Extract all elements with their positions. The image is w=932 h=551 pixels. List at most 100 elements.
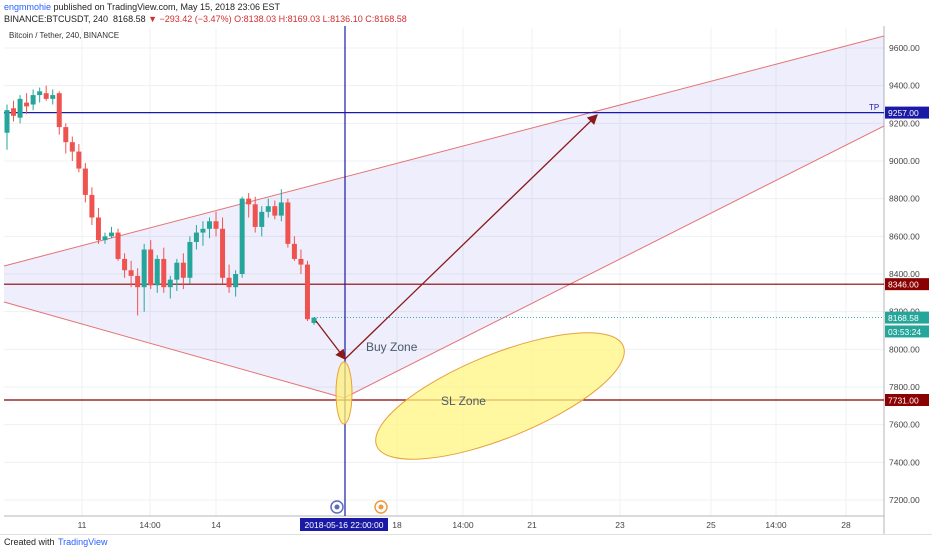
price-label-box: [885, 278, 929, 291]
candle-body: [200, 228, 206, 233]
price-label-box: [885, 325, 929, 338]
publish-info: published on TradingView.com, May 15, 20…: [51, 2, 281, 12]
buy-zone-label: Buy Zone: [366, 340, 418, 354]
y-tick-label: 7600.00: [889, 420, 920, 430]
candle-body: [278, 202, 284, 216]
candle-body: [11, 108, 17, 116]
footer: Created with TradingView: [0, 534, 932, 551]
tp-label: TP: [869, 103, 879, 112]
up-arrow-to-tp: [344, 114, 598, 360]
y-tick-label: 8000.00: [889, 344, 920, 354]
candle-body: [24, 102, 30, 107]
candle-body: [291, 243, 297, 259]
candle-body: [115, 232, 121, 259]
y-tick-label: 9000.00: [889, 156, 920, 166]
candle-body: [180, 262, 186, 278]
candle-body: [220, 228, 226, 278]
x-tick-label: 14:00: [765, 520, 787, 530]
candle-body: [311, 317, 317, 323]
candle-body: [265, 206, 271, 212]
candle-body: [4, 110, 10, 133]
tradingview-logo[interactable]: TradingView: [58, 537, 108, 547]
candle-body: [233, 274, 239, 288]
candle-body: [272, 206, 278, 216]
publish-line: engmmohie published on TradingView.com, …: [4, 1, 280, 13]
y-tick-label: 9200.00: [889, 118, 920, 128]
symbol-label: BINANCE:BTCUSDT, 240: [4, 14, 109, 24]
candle-body: [298, 258, 304, 265]
chart-area[interactable]: Bitcoin / Tether, 240, BINANCE Buy Zone SL…: [0, 26, 932, 534]
last-price: 8168.58: [113, 14, 146, 24]
buy-zone-ellipse: [335, 361, 353, 425]
candle-body: [128, 270, 134, 276]
event-marker-dot: [378, 504, 384, 510]
x-tick-label: 14:00: [452, 520, 474, 530]
candle-body: [43, 93, 49, 99]
y-tick-label: 7400.00: [889, 457, 920, 467]
chart-title: Bitcoin / Tether, 240, BINANCE: [9, 31, 119, 40]
channel-left-line: [3, 301, 345, 399]
candle-body: [69, 142, 75, 152]
candle-body: [167, 279, 173, 288]
x-tick-label: 25: [706, 520, 716, 530]
price-label-text: 7731.00: [888, 395, 919, 405]
y-tick-label: 7800.00: [889, 382, 920, 392]
x-tick-label: 14: [211, 520, 221, 530]
candle-body: [285, 202, 291, 244]
y-tick-label: 7200.00: [889, 495, 920, 505]
candle-body: [226, 277, 232, 288]
candle-body: [102, 236, 108, 241]
candle-body: [252, 204, 258, 227]
candle-body: [109, 232, 115, 237]
crosshair-time-label: 2018-05-16 22:00:00: [305, 520, 384, 530]
candle-body: [122, 258, 128, 271]
y-tick-label: 8600.00: [889, 231, 920, 241]
candle-body: [95, 217, 101, 241]
symbol-line: BINANCE:BTCUSDT, 240 8168.58 ▼ −293.42 (…: [4, 13, 407, 25]
candle-body: [154, 258, 160, 286]
down-arrow: [315, 320, 346, 361]
chart-header: engmmohie published on TradingView.com, …: [0, 0, 932, 26]
ohlc-values: O:8138.03 H:8169.03 L:8136.10 C:8168.58: [234, 14, 407, 24]
candle-body: [259, 211, 265, 227]
candle-body: [30, 95, 36, 105]
candle-body: [206, 221, 212, 229]
candle-body: [187, 241, 193, 278]
candle-body: [246, 198, 252, 205]
price-label-box: [885, 106, 929, 119]
candle-body: [213, 221, 219, 229]
author-link[interactable]: engmmohie: [4, 2, 52, 12]
price-label-text: 8168.58: [888, 313, 919, 323]
x-tick-label: 23: [615, 520, 625, 530]
created-with-label: Created with: [4, 537, 55, 547]
crosshair-time-box: [300, 518, 388, 531]
event-marker-dot: [334, 504, 340, 510]
candle-body: [239, 198, 245, 274]
candle-body: [76, 151, 82, 169]
x-tick-label: 11: [78, 520, 87, 530]
price-chart[interactable]: Bitcoin / Tether, 240, BINANCE Buy Zone SL…: [0, 26, 932, 534]
candle-body: [82, 168, 88, 195]
x-tick-label: 14:00: [139, 520, 161, 530]
y-tick-label: 9400.00: [889, 81, 920, 91]
candle-body: [63, 127, 69, 143]
price-label-text: 9257.00: [888, 108, 919, 118]
channel-lower-line: [343, 125, 885, 399]
candle-body: [148, 249, 154, 286]
price-change: ▼ −293.42 (−3.47%): [148, 14, 232, 24]
price-label-text: 8346.00: [888, 280, 919, 290]
candle-body: [50, 95, 56, 99]
candle-body: [89, 194, 95, 218]
price-label-box: [885, 311, 929, 324]
candle-body: [17, 98, 23, 118]
candle-body: [56, 93, 62, 128]
candle-body: [193, 232, 199, 242]
candle-body: [135, 275, 141, 288]
candle-body: [304, 264, 310, 320]
sl-zone-ellipse: [375, 332, 625, 460]
price-label-text: 03:53:24: [888, 327, 921, 337]
candle-body: [37, 91, 43, 96]
candle-body: [141, 249, 147, 288]
candle-body: [161, 258, 167, 288]
price-label-box: [885, 393, 929, 406]
